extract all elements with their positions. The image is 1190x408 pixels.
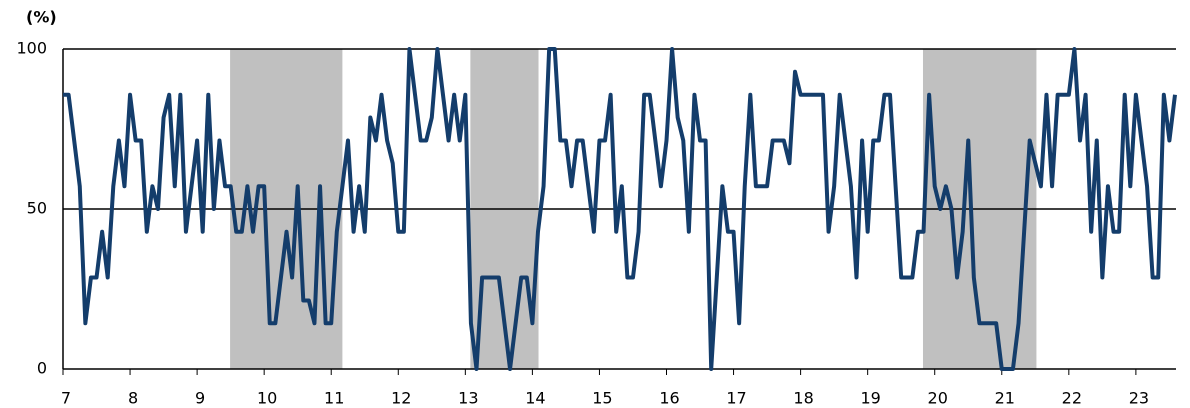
x-tick-label: 11 (324, 389, 344, 408)
y-tick-label: 100 (16, 39, 47, 58)
x-tick-label: 17 (726, 389, 746, 408)
x-tick-label: 22 (1062, 389, 1082, 408)
x-tick-label: 7 (61, 389, 71, 408)
x-tick-label: 8 (128, 389, 138, 408)
x-tick-label: 19 (860, 389, 880, 408)
x-tick-label: 20 (928, 389, 948, 408)
y-axis-label: (%) (26, 8, 57, 27)
x-tick-label: 14 (525, 389, 545, 408)
x-tick-label: 13 (458, 389, 478, 408)
x-tick-label: 9 (195, 389, 205, 408)
x-tick-label: 16 (659, 389, 679, 408)
line (63, 47, 1177, 371)
x-tick-label: 21 (995, 389, 1015, 408)
x-tick-label: 18 (793, 389, 813, 408)
y-tick-label: 0 (37, 359, 47, 378)
x-tick-label: 15 (592, 389, 612, 408)
x-tick-label: 10 (257, 389, 277, 408)
x-tick-label: 23 (1129, 389, 1149, 408)
x-tick-label: 12 (391, 389, 411, 408)
y-tick-label: 50 (27, 199, 47, 218)
